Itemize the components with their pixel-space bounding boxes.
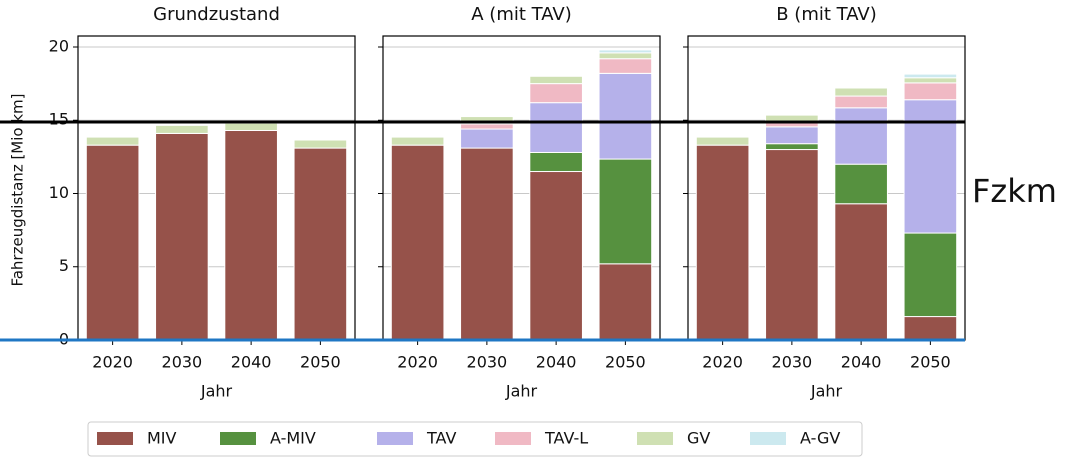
bar-segment <box>598 49 653 54</box>
bar-segment <box>460 147 514 341</box>
bar-segment <box>155 132 209 341</box>
bar-segment <box>529 75 583 85</box>
legend-label: MIV <box>147 429 177 448</box>
x-tick-label: 2020 <box>702 353 743 372</box>
bar-segment <box>834 203 888 341</box>
x-tick-label: 2030 <box>467 353 508 372</box>
legend-swatch <box>97 432 133 445</box>
bar-segment <box>529 151 583 173</box>
panel-title: B (mit TAV) <box>776 4 877 25</box>
x-axis-label: Jahr <box>505 382 538 401</box>
y-tick-label: 20 <box>49 36 69 55</box>
bar-segment <box>834 163 888 205</box>
bar-segment <box>695 136 750 146</box>
bar-segment <box>390 136 445 146</box>
legend-label: TAV-L <box>544 429 588 448</box>
y-tick-label: 5 <box>59 256 69 275</box>
bar-segment <box>903 77 958 84</box>
legend-label: A-MIV <box>270 429 316 448</box>
legend-swatch <box>750 432 786 445</box>
bar-segment <box>293 139 348 149</box>
x-tick-label: 2050 <box>910 353 951 372</box>
y-tick-label: 15 <box>49 110 69 129</box>
bar-segment <box>903 99 958 234</box>
legend-swatch <box>637 432 673 445</box>
legend-label: GV <box>687 429 710 448</box>
x-axis-label: Jahr <box>810 382 843 401</box>
legend-swatch <box>220 432 256 445</box>
x-tick-label: 2040 <box>536 353 577 372</box>
plot-area: Grundzustand051015202020203020402050Jahr… <box>49 4 966 401</box>
bar-segment <box>529 83 583 104</box>
bar-segment <box>85 136 140 146</box>
legend-label: TAV <box>426 429 456 448</box>
bar-segment <box>460 116 514 125</box>
legend-swatch <box>495 432 531 445</box>
x-tick-label: 2030 <box>162 353 203 372</box>
x-tick-label: 2020 <box>397 353 438 372</box>
bar-segment <box>293 147 348 341</box>
bar-segment <box>390 144 445 341</box>
y-axis-label: Fahrzeugdistanz [Mio km] <box>9 93 27 286</box>
x-tick-label: 2050 <box>300 353 341 372</box>
bar-segment <box>765 126 819 145</box>
bar-segment <box>598 158 653 265</box>
x-tick-label: 2040 <box>841 353 882 372</box>
annotation: Fzkm <box>972 172 1057 210</box>
bar-segment <box>834 87 888 97</box>
bar-segment <box>224 122 278 131</box>
x-tick-label: 2020 <box>92 353 133 372</box>
panel-title: Grundzustand <box>153 4 280 25</box>
x-axis-label: Jahr <box>200 382 233 401</box>
bar-segment <box>834 95 888 109</box>
bar-segment <box>903 73 958 79</box>
bar-segment <box>224 129 278 341</box>
bar-segment <box>598 72 653 160</box>
legend-swatch <box>377 432 413 445</box>
bar-segment <box>598 58 653 74</box>
bar-segment <box>155 124 209 134</box>
bar-segment <box>903 316 958 341</box>
bar-segment <box>903 82 958 101</box>
bar-segment <box>85 144 140 341</box>
bar-segment <box>765 143 819 151</box>
bar-segment <box>460 128 514 149</box>
legend-label: A-GV <box>800 429 840 448</box>
y-tick-label: 10 <box>49 183 69 202</box>
bar-segment <box>598 263 653 341</box>
x-tick-label: 2050 <box>605 353 646 372</box>
bar-segment <box>695 144 750 341</box>
bar-segment <box>903 232 958 318</box>
x-tick-label: 2040 <box>231 353 272 372</box>
bar-segment <box>598 52 653 60</box>
bar-segment <box>529 102 583 153</box>
panel-title: A (mit TAV) <box>471 4 571 25</box>
bar-segment <box>460 123 514 130</box>
bar-segment <box>765 149 819 341</box>
x-tick-label: 2030 <box>772 353 813 372</box>
bar-segment <box>834 107 888 165</box>
bar-segment <box>529 171 583 341</box>
legend <box>87 421 863 457</box>
